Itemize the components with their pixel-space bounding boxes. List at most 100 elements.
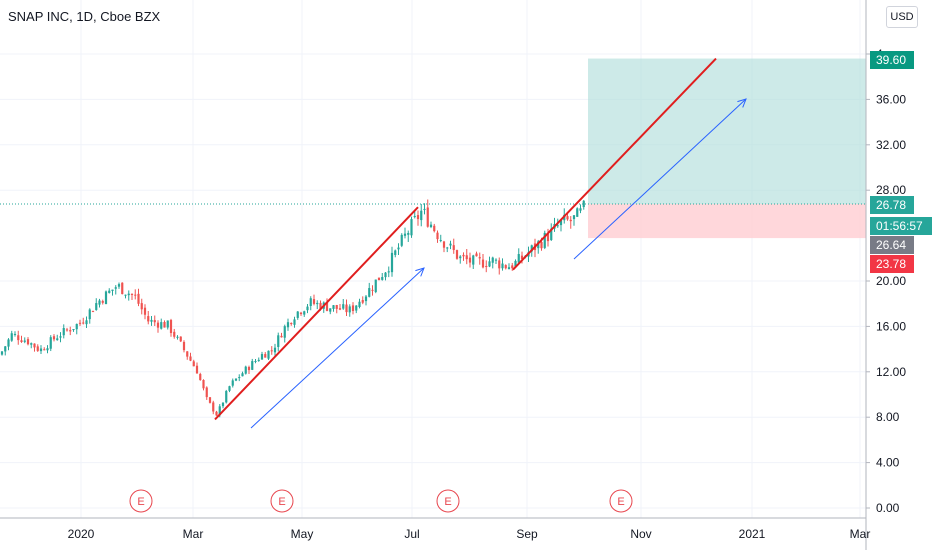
earnings-marker[interactable]: E — [129, 489, 153, 513]
candle-body — [358, 301, 361, 308]
candle-body — [30, 343, 33, 345]
candle — [439, 234, 442, 243]
candle-body — [371, 289, 374, 291]
candle — [179, 336, 182, 343]
candle — [108, 288, 111, 294]
candle — [134, 289, 137, 300]
candle-body — [244, 366, 247, 374]
candle-body — [335, 305, 338, 309]
candle-body — [69, 330, 72, 332]
candle — [189, 352, 192, 362]
grid-lines — [0, 0, 866, 518]
candle — [17, 330, 20, 345]
candle-body — [559, 219, 563, 226]
candle-body — [140, 303, 143, 310]
candle — [426, 199, 429, 228]
candle — [241, 371, 244, 377]
candle — [98, 298, 101, 308]
candle-body — [231, 380, 234, 386]
candle-body — [566, 216, 569, 220]
candle — [33, 343, 36, 352]
candle — [124, 294, 127, 299]
candle-body — [49, 337, 52, 349]
candle — [403, 227, 407, 239]
target-price-tag: 39.60 — [870, 51, 914, 69]
candle-body — [403, 233, 407, 236]
candle — [465, 248, 468, 265]
candle — [436, 230, 439, 243]
candle — [147, 310, 150, 325]
candle-body — [338, 308, 342, 310]
symbol-title[interactable]: SNAP INC, 1D, Cboe BZX — [8, 9, 161, 24]
candle-body — [17, 335, 20, 341]
candle-body — [478, 257, 481, 259]
candle-body — [270, 350, 273, 352]
candle-body — [212, 402, 215, 412]
candle — [387, 266, 390, 278]
candle-body — [501, 263, 504, 269]
earnings-marker[interactable]: E — [436, 489, 460, 513]
candle — [140, 298, 143, 315]
stop-price-tag: 23.78 — [870, 255, 914, 273]
candle — [205, 386, 208, 400]
candle-body — [283, 326, 286, 338]
candle — [550, 223, 553, 242]
earnings-circle — [270, 489, 294, 513]
candle-body — [449, 243, 452, 246]
candle-body — [98, 300, 101, 305]
candle — [166, 320, 169, 330]
candle-body — [166, 320, 169, 328]
arrow-shaft — [250, 267, 425, 429]
candle-body — [251, 361, 254, 370]
candle — [316, 300, 319, 310]
candle — [475, 251, 478, 257]
candle — [169, 318, 173, 337]
candle-body — [121, 282, 124, 295]
candle — [488, 256, 491, 268]
candle-body — [494, 259, 498, 261]
candle — [153, 315, 156, 326]
price-tick-label: 20.00 — [876, 274, 906, 288]
candle-body — [325, 302, 329, 311]
candle — [238, 374, 241, 382]
candle — [143, 304, 147, 320]
candle-body — [176, 336, 179, 338]
candle-body — [485, 265, 488, 267]
candle-body — [36, 346, 39, 351]
candle-body — [543, 232, 546, 248]
candle-body — [33, 343, 36, 348]
candle — [186, 351, 189, 360]
candle-body — [446, 247, 449, 249]
candle-body — [23, 340, 26, 342]
candle-body — [111, 289, 114, 291]
candle — [309, 296, 312, 311]
candle — [569, 216, 572, 229]
candle-body — [59, 336, 62, 338]
candle — [163, 320, 166, 328]
candle — [26, 337, 30, 346]
candle — [85, 316, 88, 328]
target-zone — [588, 58, 866, 205]
currency-button[interactable]: USD — [886, 6, 918, 28]
candle-body — [169, 320, 173, 334]
earnings-marker[interactable]: E — [609, 489, 633, 513]
candle — [46, 345, 49, 354]
candle — [52, 334, 56, 342]
candle — [303, 310, 306, 317]
candle-body — [143, 307, 147, 315]
candle — [572, 214, 576, 226]
candle-body — [78, 322, 82, 324]
candle — [244, 365, 247, 375]
earnings-marker[interactable]: E — [270, 489, 294, 513]
candle — [49, 335, 52, 352]
time-tick-label: Mar — [850, 527, 871, 541]
candle — [62, 324, 65, 339]
candle-body — [514, 260, 517, 267]
candle-body — [439, 240, 442, 242]
candle — [293, 316, 296, 328]
candle — [114, 285, 117, 295]
candle — [231, 378, 234, 388]
